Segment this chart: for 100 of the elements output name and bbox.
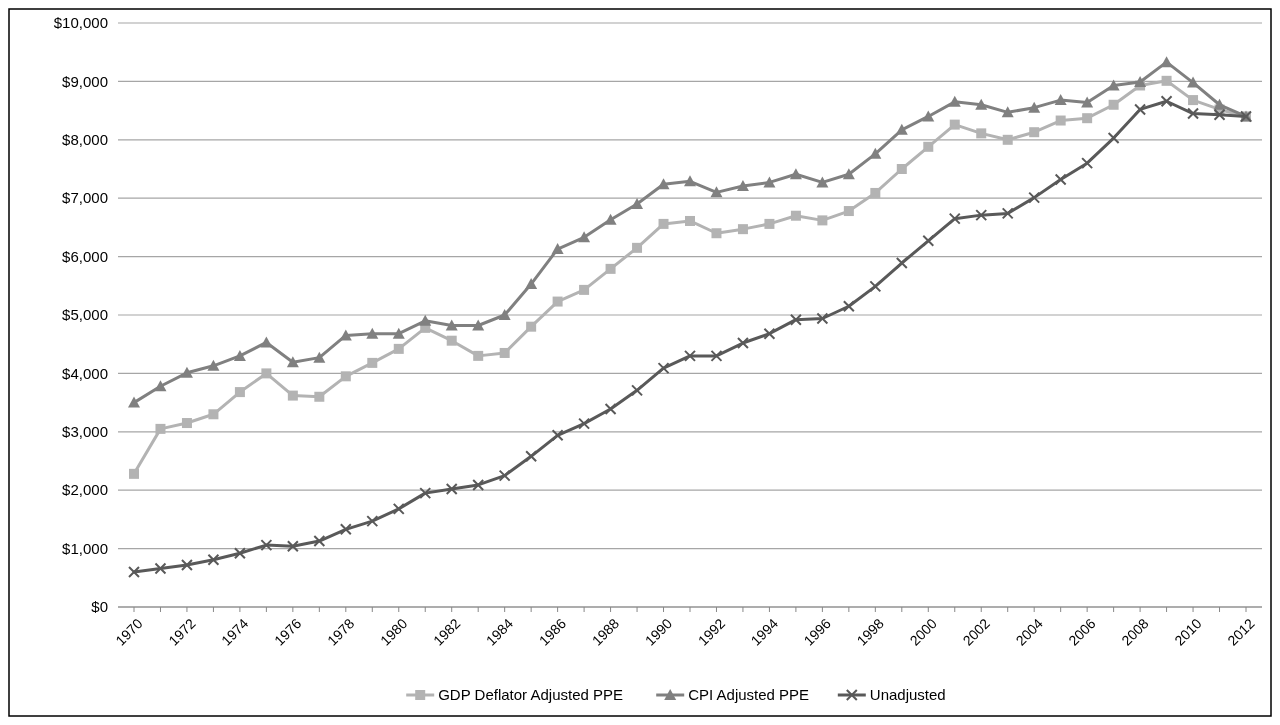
point bbox=[498, 309, 511, 320]
point bbox=[498, 469, 511, 482]
y-tick-label: $3,000 bbox=[62, 423, 108, 441]
point bbox=[975, 209, 988, 222]
point bbox=[1187, 107, 1200, 120]
point bbox=[181, 418, 192, 429]
point bbox=[1082, 113, 1093, 124]
point bbox=[1054, 94, 1067, 106]
point bbox=[1188, 95, 1199, 106]
point bbox=[1054, 173, 1067, 186]
point bbox=[208, 409, 219, 420]
point bbox=[473, 350, 484, 361]
point bbox=[923, 141, 934, 152]
point bbox=[472, 478, 485, 491]
point bbox=[260, 539, 273, 552]
point bbox=[1161, 75, 1172, 86]
point bbox=[763, 327, 776, 340]
point bbox=[207, 553, 220, 566]
point bbox=[261, 368, 272, 379]
point bbox=[790, 210, 801, 221]
point bbox=[976, 128, 987, 139]
legend-label: CPI Adjusted PPE bbox=[688, 686, 810, 704]
point bbox=[922, 234, 935, 247]
point bbox=[685, 215, 695, 226]
y-tick-label: $2,000 bbox=[62, 481, 108, 499]
point bbox=[419, 314, 432, 326]
point bbox=[1160, 95, 1173, 108]
point bbox=[234, 387, 245, 398]
point bbox=[392, 327, 405, 339]
point bbox=[948, 212, 961, 225]
point bbox=[180, 558, 193, 571]
y-tick-label: $1,000 bbox=[62, 539, 108, 557]
point bbox=[948, 95, 961, 107]
point bbox=[1001, 207, 1014, 220]
point bbox=[340, 371, 351, 382]
point bbox=[1002, 134, 1013, 145]
point bbox=[155, 423, 166, 434]
point bbox=[419, 487, 432, 500]
point bbox=[843, 206, 854, 217]
point bbox=[525, 278, 538, 290]
point bbox=[975, 98, 988, 110]
point bbox=[711, 228, 722, 239]
point bbox=[128, 396, 140, 408]
point bbox=[313, 535, 326, 548]
point bbox=[922, 110, 935, 122]
y-tick-label: $4,000 bbox=[62, 364, 108, 382]
y-tick-label: $5,000 bbox=[62, 306, 108, 324]
legend-label: Unadjusted bbox=[869, 686, 946, 704]
point bbox=[445, 319, 458, 331]
point bbox=[684, 175, 696, 187]
y-tick-label: $7,000 bbox=[62, 189, 108, 207]
point bbox=[1029, 127, 1040, 138]
point bbox=[393, 343, 404, 354]
point bbox=[366, 515, 379, 528]
point bbox=[551, 429, 564, 442]
point bbox=[631, 198, 644, 210]
point bbox=[789, 313, 802, 326]
point bbox=[842, 168, 855, 180]
point bbox=[1028, 101, 1041, 113]
point bbox=[446, 335, 457, 346]
point bbox=[129, 468, 139, 479]
point bbox=[816, 176, 829, 188]
point bbox=[1213, 108, 1226, 121]
point bbox=[551, 243, 564, 255]
point bbox=[552, 296, 563, 307]
point bbox=[233, 547, 246, 560]
point bbox=[313, 351, 326, 363]
y-tick-label: $10,000 bbox=[53, 14, 108, 32]
point bbox=[526, 321, 537, 332]
point bbox=[207, 359, 220, 371]
point bbox=[154, 380, 167, 392]
point bbox=[445, 483, 458, 496]
point bbox=[180, 366, 193, 378]
point bbox=[631, 384, 644, 397]
point bbox=[604, 403, 617, 416]
point bbox=[632, 242, 643, 253]
point bbox=[1028, 191, 1041, 204]
point bbox=[657, 362, 670, 375]
point bbox=[499, 347, 510, 358]
point bbox=[287, 390, 298, 401]
point bbox=[154, 562, 167, 575]
point bbox=[869, 280, 882, 293]
point bbox=[842, 300, 855, 313]
point bbox=[1001, 106, 1014, 118]
y-tick-label: $6,000 bbox=[62, 247, 108, 265]
point bbox=[233, 349, 246, 361]
point bbox=[658, 218, 669, 229]
point bbox=[1108, 99, 1119, 110]
y-tick-label: $9,000 bbox=[62, 72, 108, 90]
point bbox=[128, 565, 140, 578]
point bbox=[1134, 75, 1147, 87]
point bbox=[736, 337, 749, 350]
legend-label: GDP Deflator Adjusted PPE bbox=[438, 686, 624, 704]
point bbox=[684, 349, 696, 362]
point bbox=[366, 327, 379, 339]
point bbox=[392, 502, 405, 515]
point bbox=[764, 218, 775, 229]
point bbox=[736, 179, 749, 191]
point bbox=[816, 312, 829, 325]
point bbox=[1107, 79, 1120, 91]
